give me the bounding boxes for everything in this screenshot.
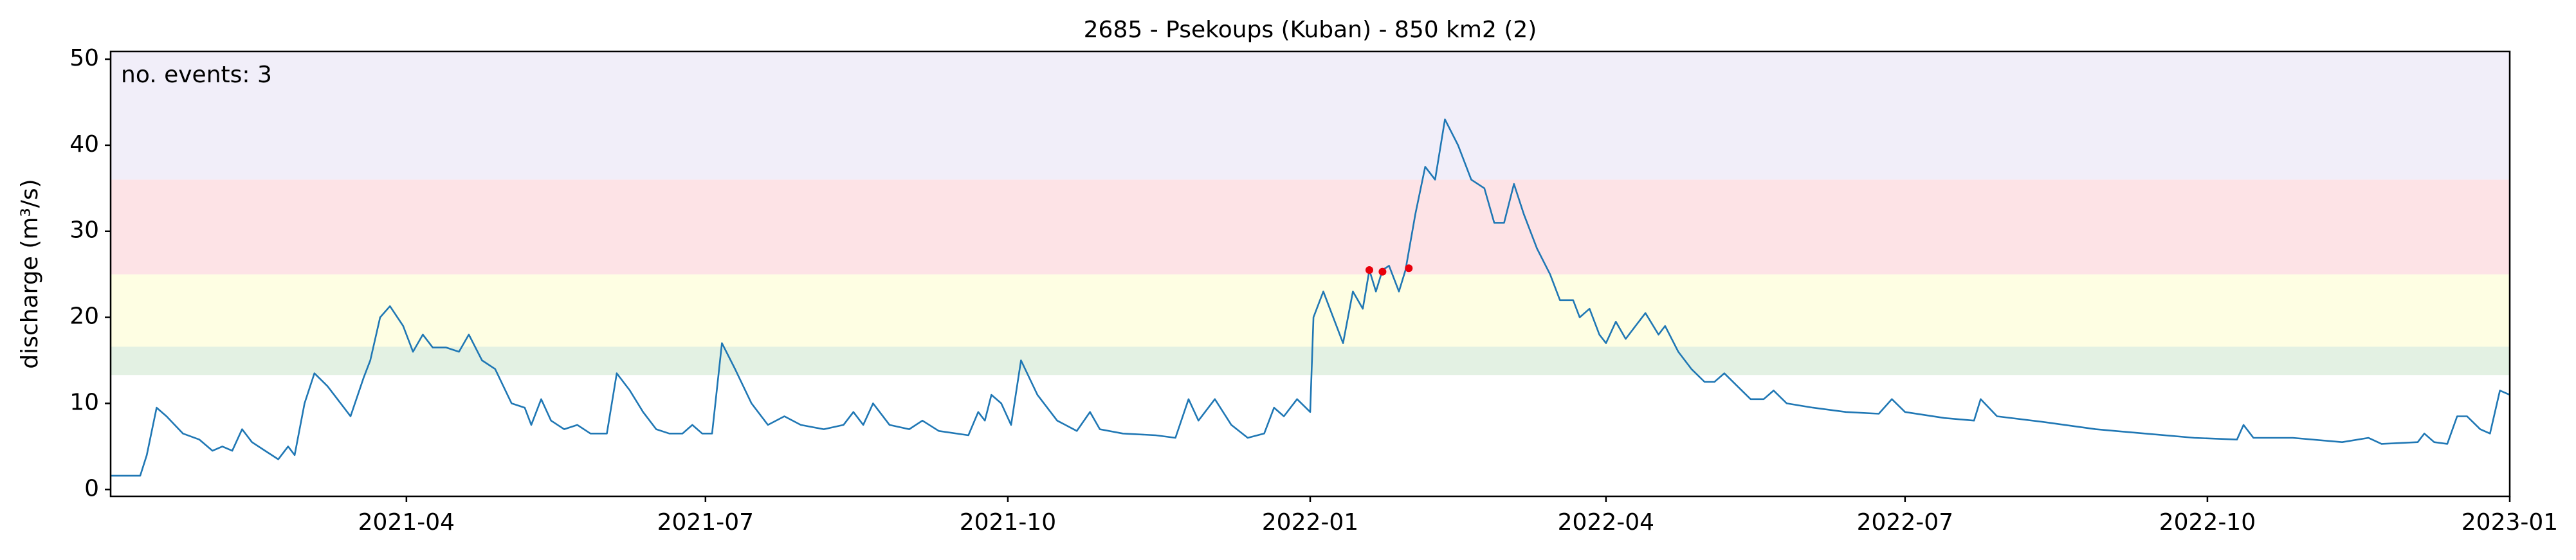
threshold-band (111, 179, 2510, 275)
x-tick-label: 2023-01 (2462, 509, 2558, 536)
discharge-line (111, 118, 2510, 477)
event-point (1365, 266, 1373, 274)
x-tick-label: 2021-07 (657, 509, 754, 536)
chart-title: 2685 - Psekoups (Kuban) - 850 km2 (2) (1084, 17, 1537, 43)
y-tick-label: 20 (69, 303, 99, 330)
event-point (1405, 264, 1413, 273)
y-tick-label: 30 (69, 217, 99, 244)
x-tick-label: 2022-10 (2159, 509, 2256, 536)
x-tick-label: 2021-04 (358, 509, 455, 536)
y-tick-label: 50 (69, 45, 99, 71)
y-tick-label: 40 (69, 131, 99, 158)
plot-area (111, 51, 2510, 477)
x-tick-label: 2022-04 (1558, 509, 1654, 536)
threshold-band (111, 274, 2510, 347)
event-point (1378, 267, 1387, 276)
threshold-band (111, 51, 2510, 180)
y-tick-label: 0 (84, 475, 99, 501)
x-tick-label: 2021-10 (960, 509, 1056, 536)
y-tick-label: 10 (69, 389, 99, 415)
x-tick-label: 2022-01 (1262, 509, 1358, 536)
x-tick-label: 2022-07 (1857, 509, 1953, 536)
event-count: no. events: 3 (121, 62, 272, 88)
y-axis-label: discharge (m³/s) (17, 179, 43, 368)
threshold-band (111, 347, 2510, 375)
